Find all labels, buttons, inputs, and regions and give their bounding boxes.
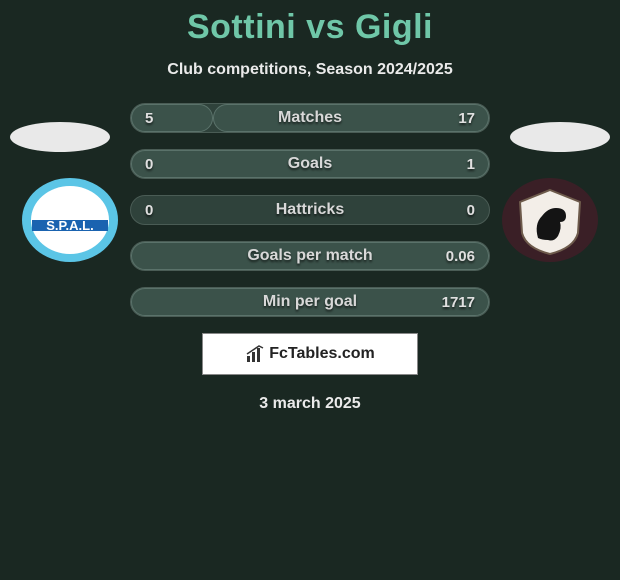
- stat-label: Matches: [131, 104, 489, 132]
- brand-box[interactable]: FcTables.com: [202, 333, 418, 375]
- stats-table: 517Matches 01Goals 00Hattricks 0.06Goals pe…: [130, 103, 490, 317]
- club-logo-left-text: S.P.A.L.: [46, 218, 93, 233]
- date-label: 3 march 2025: [0, 395, 620, 413]
- stat-row: 00Hattricks: [130, 195, 490, 225]
- brand-text: FcTables.com: [269, 345, 375, 363]
- stat-label: Hattricks: [131, 196, 489, 224]
- stat-label: Goals: [131, 150, 489, 178]
- subtitle: Club competitions, Season 2024/2025: [0, 61, 620, 79]
- stat-row: 1717Min per goal: [130, 287, 490, 317]
- club-logo-right: [500, 178, 600, 263]
- stat-row: 0.06Goals per match: [130, 241, 490, 271]
- page-title: Sottini vs Gigli: [0, 0, 620, 47]
- brand-chart-icon: [245, 344, 265, 364]
- stat-label: Goals per match: [131, 242, 489, 270]
- club-logo-left: S.P.A.L.: [20, 178, 120, 263]
- stat-row: 01Goals: [130, 149, 490, 179]
- stat-label: Min per goal: [131, 288, 489, 316]
- player-photo-right: [510, 122, 610, 152]
- player-photo-left: [10, 122, 110, 152]
- stat-row: 517Matches: [130, 103, 490, 133]
